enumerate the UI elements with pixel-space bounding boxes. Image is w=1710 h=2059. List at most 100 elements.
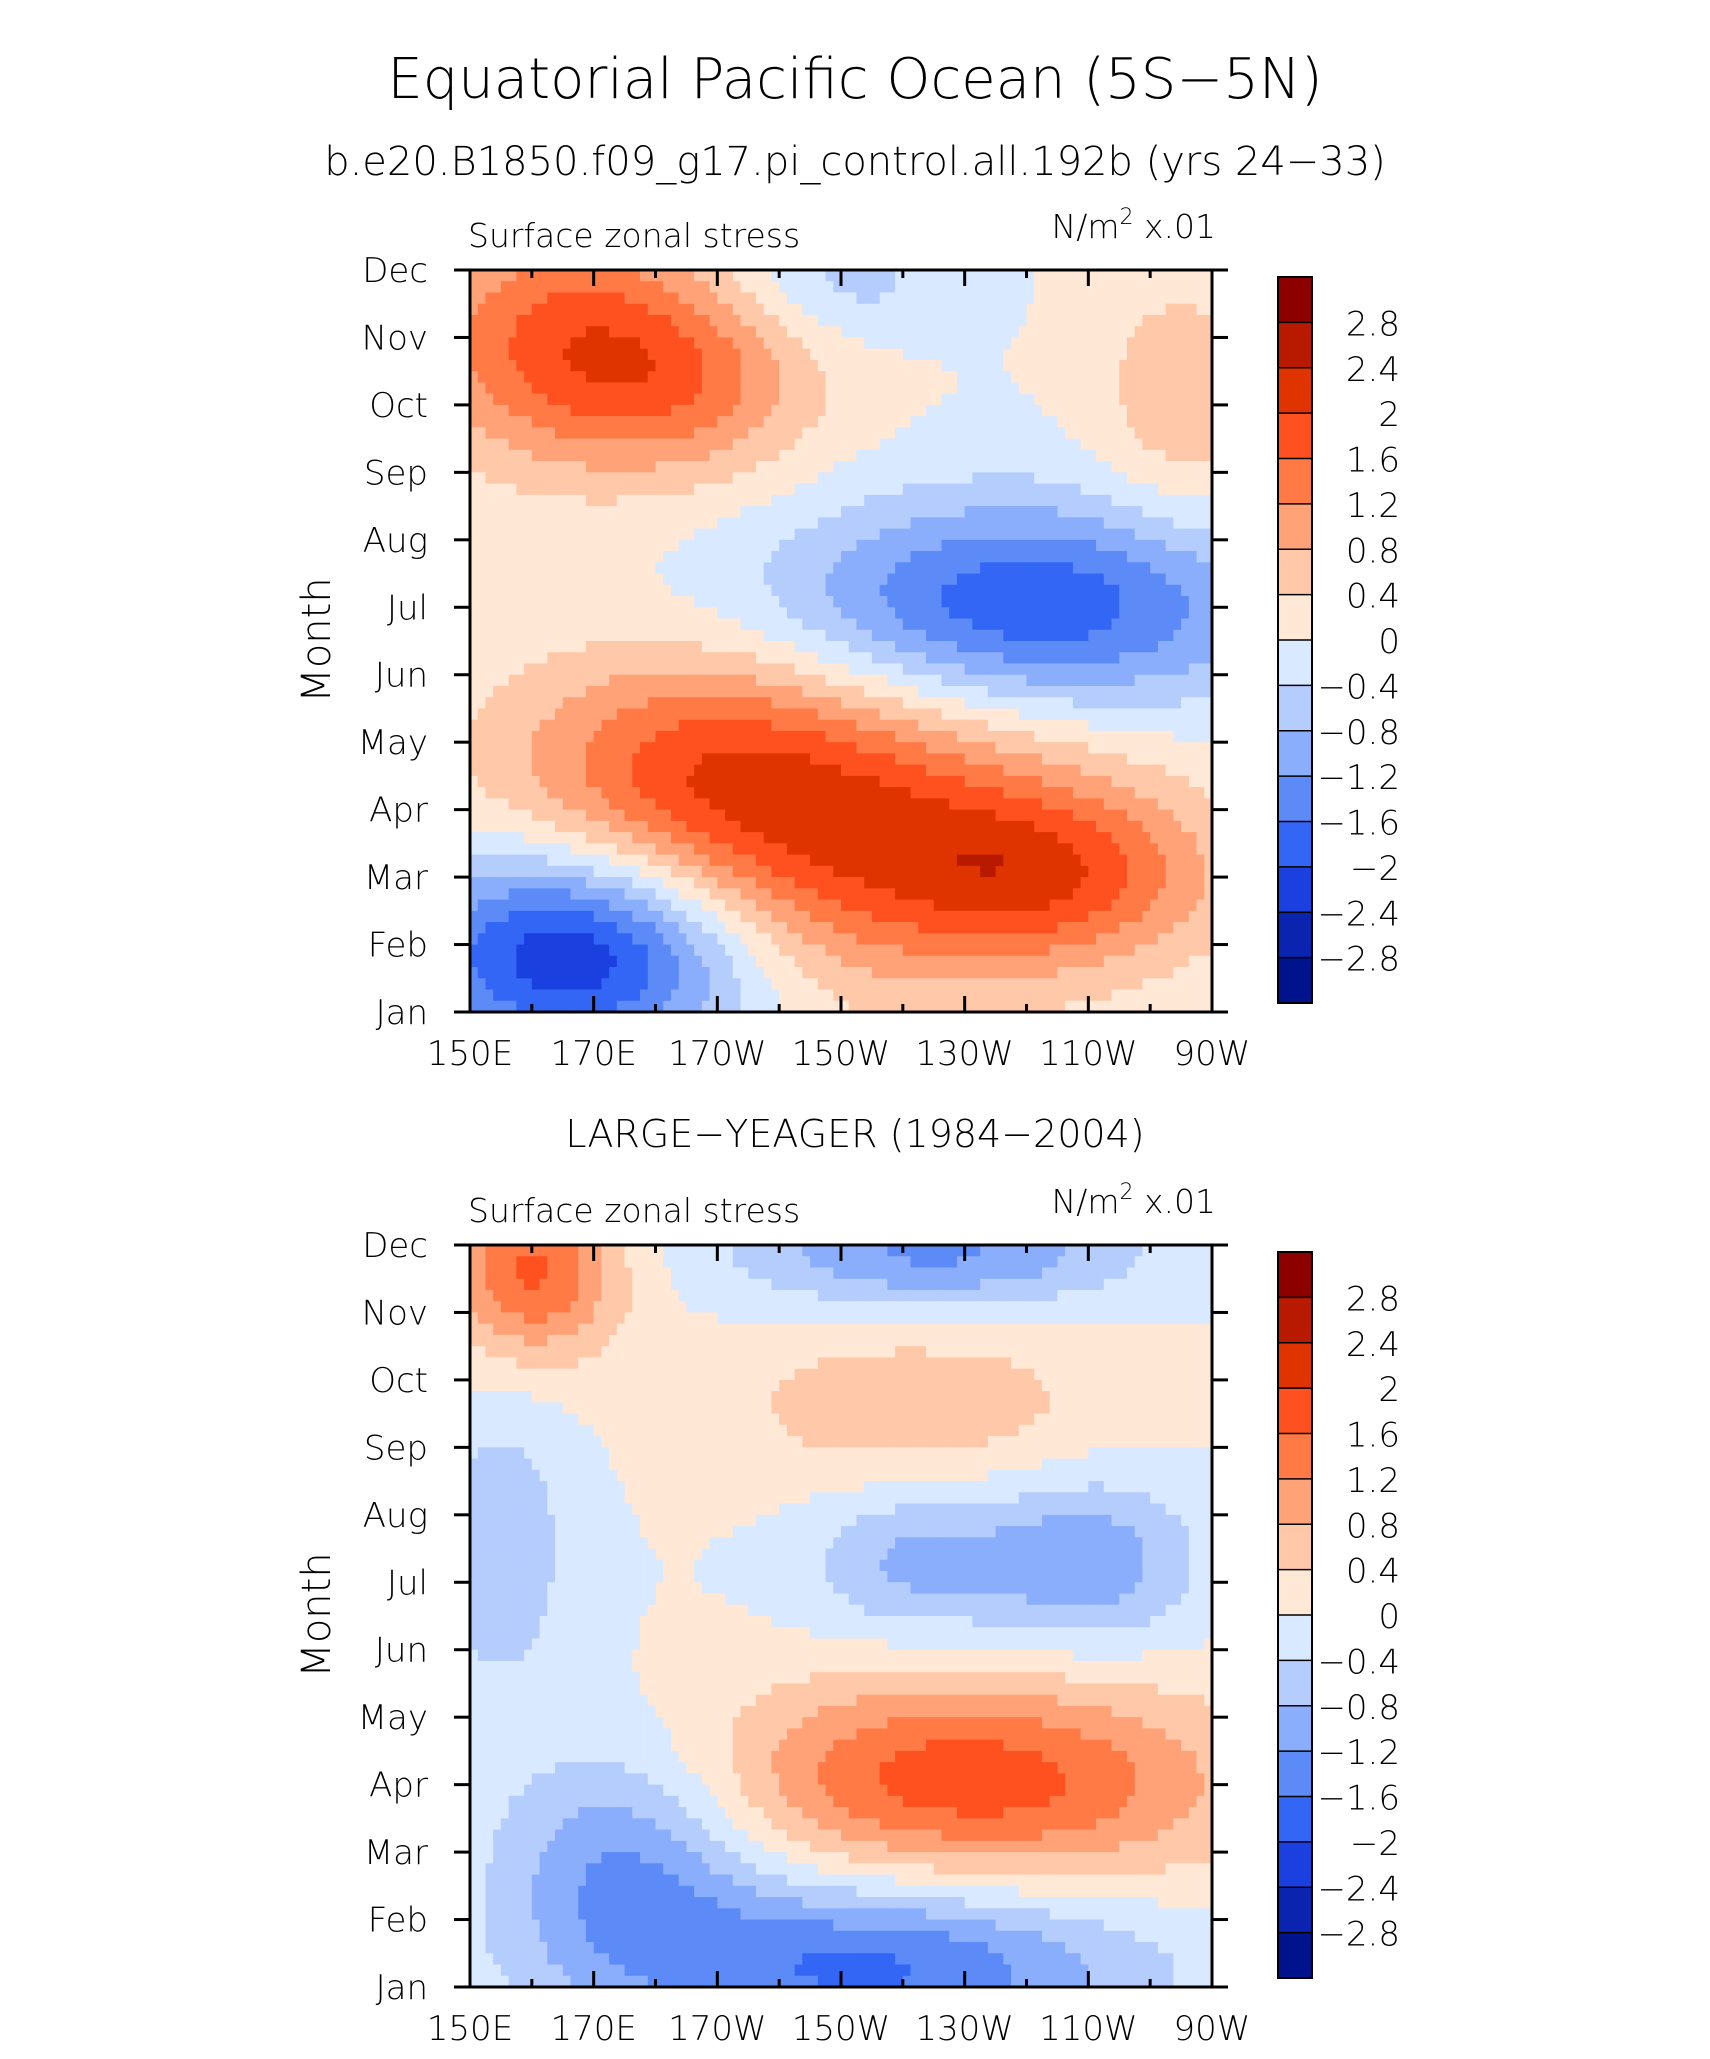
contour-cell [1119,753,1128,766]
contour-cell [949,494,958,507]
contour-cell [725,472,734,485]
contour-cell [1103,528,1113,541]
contour-cell [794,404,803,417]
contour-cell [562,404,572,417]
contour-cell [941,629,950,642]
contour-cell [1165,427,1174,440]
contour-cell [1157,809,1167,822]
contour-cell [524,787,533,799]
contour-cell [810,337,819,350]
contour-cell [1173,281,1182,294]
contour-cell [794,618,803,631]
contour-cell [802,539,811,552]
contour-cell [1080,641,1089,653]
contour-cell [508,528,517,541]
contour-cell [833,461,842,473]
contour-cell [686,359,695,372]
contour-cell [980,281,989,294]
contour-cell [1134,270,1144,282]
contour-cell [609,371,618,384]
contour-cell [1142,832,1151,844]
contour-cell [748,539,757,552]
contour-cell [1126,719,1136,732]
contour-cell [810,618,819,631]
contour-cell [941,359,950,372]
contour-cell [508,843,517,856]
contour-cell [632,393,641,406]
contour-cell [910,292,919,305]
contour-cell [1157,742,1167,755]
contour-cell [709,629,718,642]
contour-cell [1003,764,1012,777]
contour-cell [578,348,587,361]
contour-cell [1134,382,1144,395]
contour-cell [616,551,626,563]
contour-cell [663,832,672,844]
contour-cell [555,438,564,451]
contour-cell [740,551,749,563]
contour-cell [1181,292,1190,305]
contour-cell [1188,809,1198,822]
contour-cell [779,359,788,372]
contour-cell [864,281,873,294]
contour-cell [1018,281,1028,294]
contour-cell [995,517,1004,530]
contour-cell [470,506,479,518]
contour-cell [1196,641,1205,653]
contour-cell [1065,326,1074,339]
contour-cell [763,517,773,530]
contour-cell [1103,641,1113,653]
contour-cell [477,551,487,563]
contour-cell [593,438,602,451]
contour-cell [1173,314,1182,327]
contour-cell [879,584,888,597]
contour-cell [933,697,943,710]
contour-cell [508,573,517,586]
contour-cell [1142,382,1151,395]
contour-cell [1096,753,1105,766]
contour-cell [972,270,981,282]
contour-cell [663,607,672,620]
contour-cell [1111,292,1120,305]
contour-cell [895,326,904,339]
contour-cell [980,618,989,631]
contour-cell [833,843,842,856]
contour-cell [1119,539,1128,552]
contour-cell [1041,843,1051,856]
contour-cell [1011,663,1020,676]
contour-cell [1018,685,1028,698]
contour-cell [825,629,834,642]
contour-cell [485,416,494,428]
contour-cell [493,798,502,811]
contour-cell [918,663,927,676]
contour-cell [547,483,556,496]
contour-cell [794,438,803,451]
contour-cell [1150,517,1159,530]
contour-cell [632,787,641,799]
contour-cell [725,584,734,597]
contour-cell [1034,708,1043,721]
contour-cell [732,629,742,642]
contour-cell [1119,427,1128,440]
contour-cell [516,730,525,743]
contour-cell [1034,427,1043,440]
contour-cell [477,742,487,755]
contour-cell [933,820,943,833]
contour-cell [694,528,703,541]
contour-cell [1173,618,1182,631]
contour-cell [1026,359,1035,372]
contour-cell [1134,618,1144,631]
contour-cell [771,753,780,766]
contour-cell [926,584,935,597]
contour-cell [1018,809,1028,822]
contour-cell [562,708,572,721]
contour-cell [1057,461,1066,473]
contour-cell [655,775,664,788]
contour-cell [524,461,533,473]
contour-cell [570,314,579,327]
contour-cell [1196,719,1205,732]
contour-cell [686,438,695,451]
contour-cell [1103,708,1113,721]
contour-cell [1119,314,1128,327]
contour-cell [470,641,479,653]
